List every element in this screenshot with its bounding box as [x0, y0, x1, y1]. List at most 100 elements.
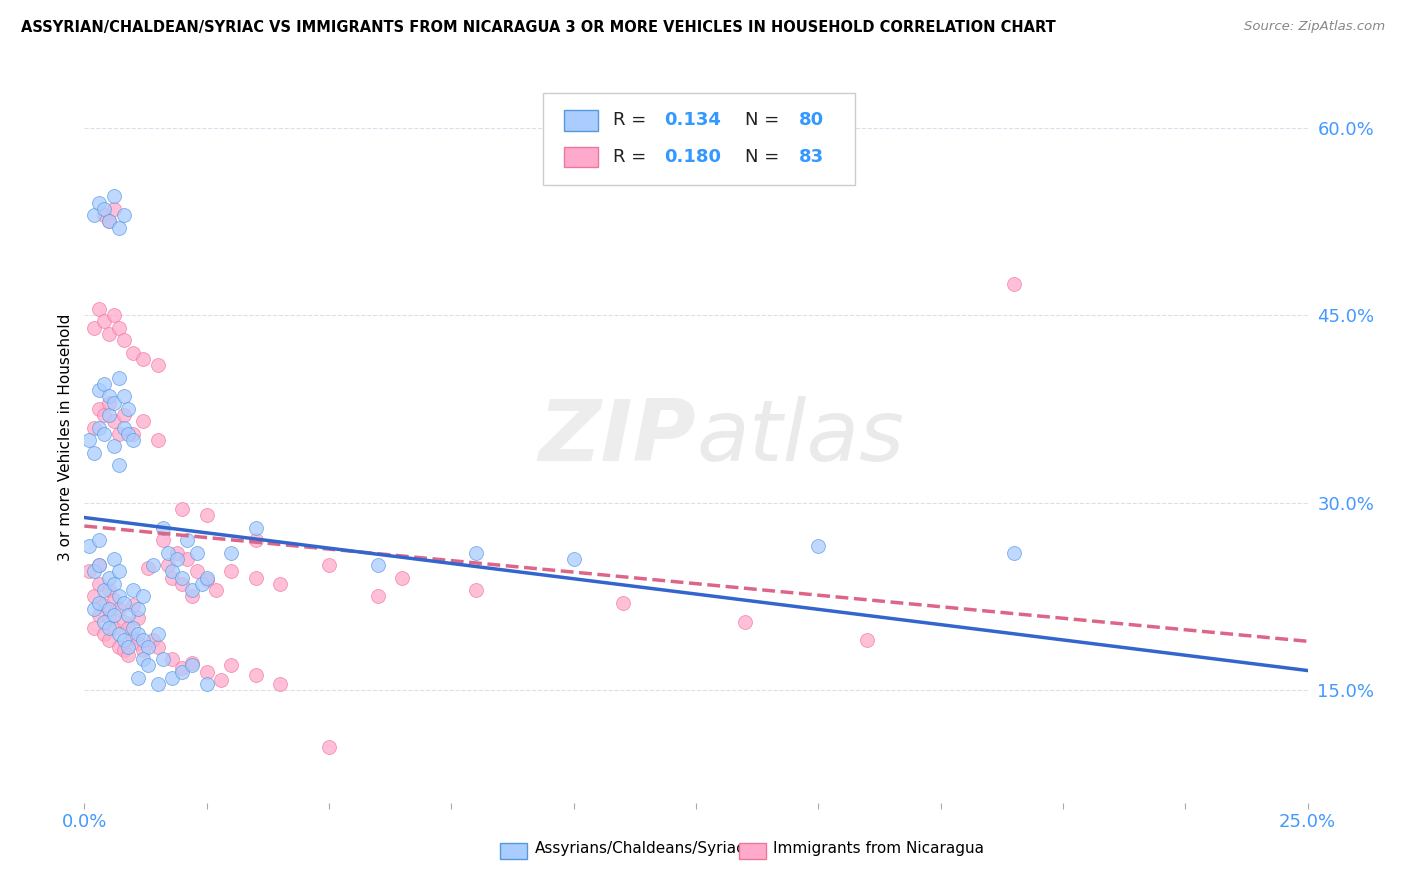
Point: [127, 671, 149, 685]
Point: [107, 458, 129, 473]
Point: [162, 565, 184, 579]
Point: [87, 401, 110, 416]
Point: [97, 633, 120, 648]
Point: [195, 665, 218, 679]
Point: [172, 577, 194, 591]
Point: [103, 189, 125, 203]
Point: [318, 558, 340, 573]
Point: [112, 208, 135, 222]
FancyBboxPatch shape: [564, 110, 598, 130]
Point: [87, 195, 110, 210]
Text: 0.180: 0.180: [664, 148, 721, 166]
Point: [186, 565, 208, 579]
Point: [87, 608, 110, 623]
Point: [97, 571, 120, 585]
Point: [181, 590, 204, 604]
Point: [77, 434, 100, 448]
Point: [83, 446, 105, 460]
Point: [112, 633, 135, 648]
Point: [1002, 546, 1025, 560]
Point: [97, 621, 120, 635]
Point: [103, 552, 125, 566]
Point: [142, 558, 165, 573]
Point: [112, 408, 135, 422]
Text: R =: R =: [613, 148, 652, 166]
Point: [103, 414, 125, 428]
Point: [734, 615, 756, 629]
Point: [97, 389, 120, 403]
Point: [464, 583, 486, 598]
Point: [807, 540, 830, 554]
Point: [146, 627, 169, 641]
Point: [122, 583, 145, 598]
Text: Assyrians/Chaldeans/Syriacs: Assyrians/Chaldeans/Syriacs: [534, 840, 754, 855]
Point: [87, 596, 110, 610]
Point: [152, 533, 174, 548]
Point: [117, 401, 139, 416]
Point: [103, 577, 125, 591]
Point: [205, 583, 228, 598]
Point: [245, 533, 267, 548]
Point: [152, 652, 174, 666]
Point: [132, 590, 155, 604]
Point: [152, 521, 174, 535]
Point: [132, 414, 155, 428]
Point: [103, 608, 125, 623]
Point: [612, 596, 634, 610]
Point: [181, 658, 204, 673]
Point: [93, 314, 115, 328]
Text: N =: N =: [745, 148, 785, 166]
Point: [146, 434, 169, 448]
Point: [107, 627, 129, 641]
Point: [87, 301, 110, 316]
Point: [122, 426, 145, 441]
Point: [181, 656, 204, 670]
Point: [87, 383, 110, 397]
Point: [562, 552, 585, 566]
FancyBboxPatch shape: [564, 146, 598, 167]
Point: [195, 573, 218, 587]
Point: [166, 546, 188, 560]
Point: [172, 661, 194, 675]
Point: [195, 508, 218, 523]
Point: [142, 633, 165, 648]
Point: [367, 590, 389, 604]
Point: [122, 631, 145, 645]
Point: [103, 202, 125, 216]
Point: [103, 593, 125, 607]
Point: [97, 602, 120, 616]
Point: [269, 677, 291, 691]
Text: Source: ZipAtlas.com: Source: ZipAtlas.com: [1244, 20, 1385, 33]
Point: [112, 643, 135, 657]
Point: [191, 577, 214, 591]
Point: [245, 571, 267, 585]
Point: [103, 308, 125, 322]
Point: [156, 546, 179, 560]
FancyBboxPatch shape: [738, 843, 766, 859]
Point: [87, 420, 110, 434]
Point: [83, 420, 105, 434]
Point: [162, 652, 184, 666]
Point: [117, 426, 139, 441]
Text: 80: 80: [799, 112, 824, 129]
Point: [97, 395, 120, 409]
Point: [136, 640, 159, 654]
FancyBboxPatch shape: [543, 94, 855, 185]
Point: [856, 633, 879, 648]
Text: R =: R =: [613, 112, 652, 129]
Point: [112, 389, 135, 403]
Point: [93, 583, 115, 598]
Point: [107, 590, 129, 604]
Point: [93, 202, 115, 216]
Point: [127, 636, 149, 650]
Point: [132, 633, 155, 648]
Point: [83, 602, 105, 616]
Point: [103, 440, 125, 454]
Text: atlas: atlas: [696, 395, 904, 479]
Point: [97, 611, 120, 625]
Point: [117, 648, 139, 663]
Point: [219, 565, 242, 579]
Point: [117, 608, 139, 623]
Text: ASSYRIAN/CHALDEAN/SYRIAC VS IMMIGRANTS FROM NICARAGUA 3 OR MORE VEHICLES IN HOUS: ASSYRIAN/CHALDEAN/SYRIAC VS IMMIGRANTS F…: [21, 20, 1056, 35]
Point: [112, 333, 135, 347]
